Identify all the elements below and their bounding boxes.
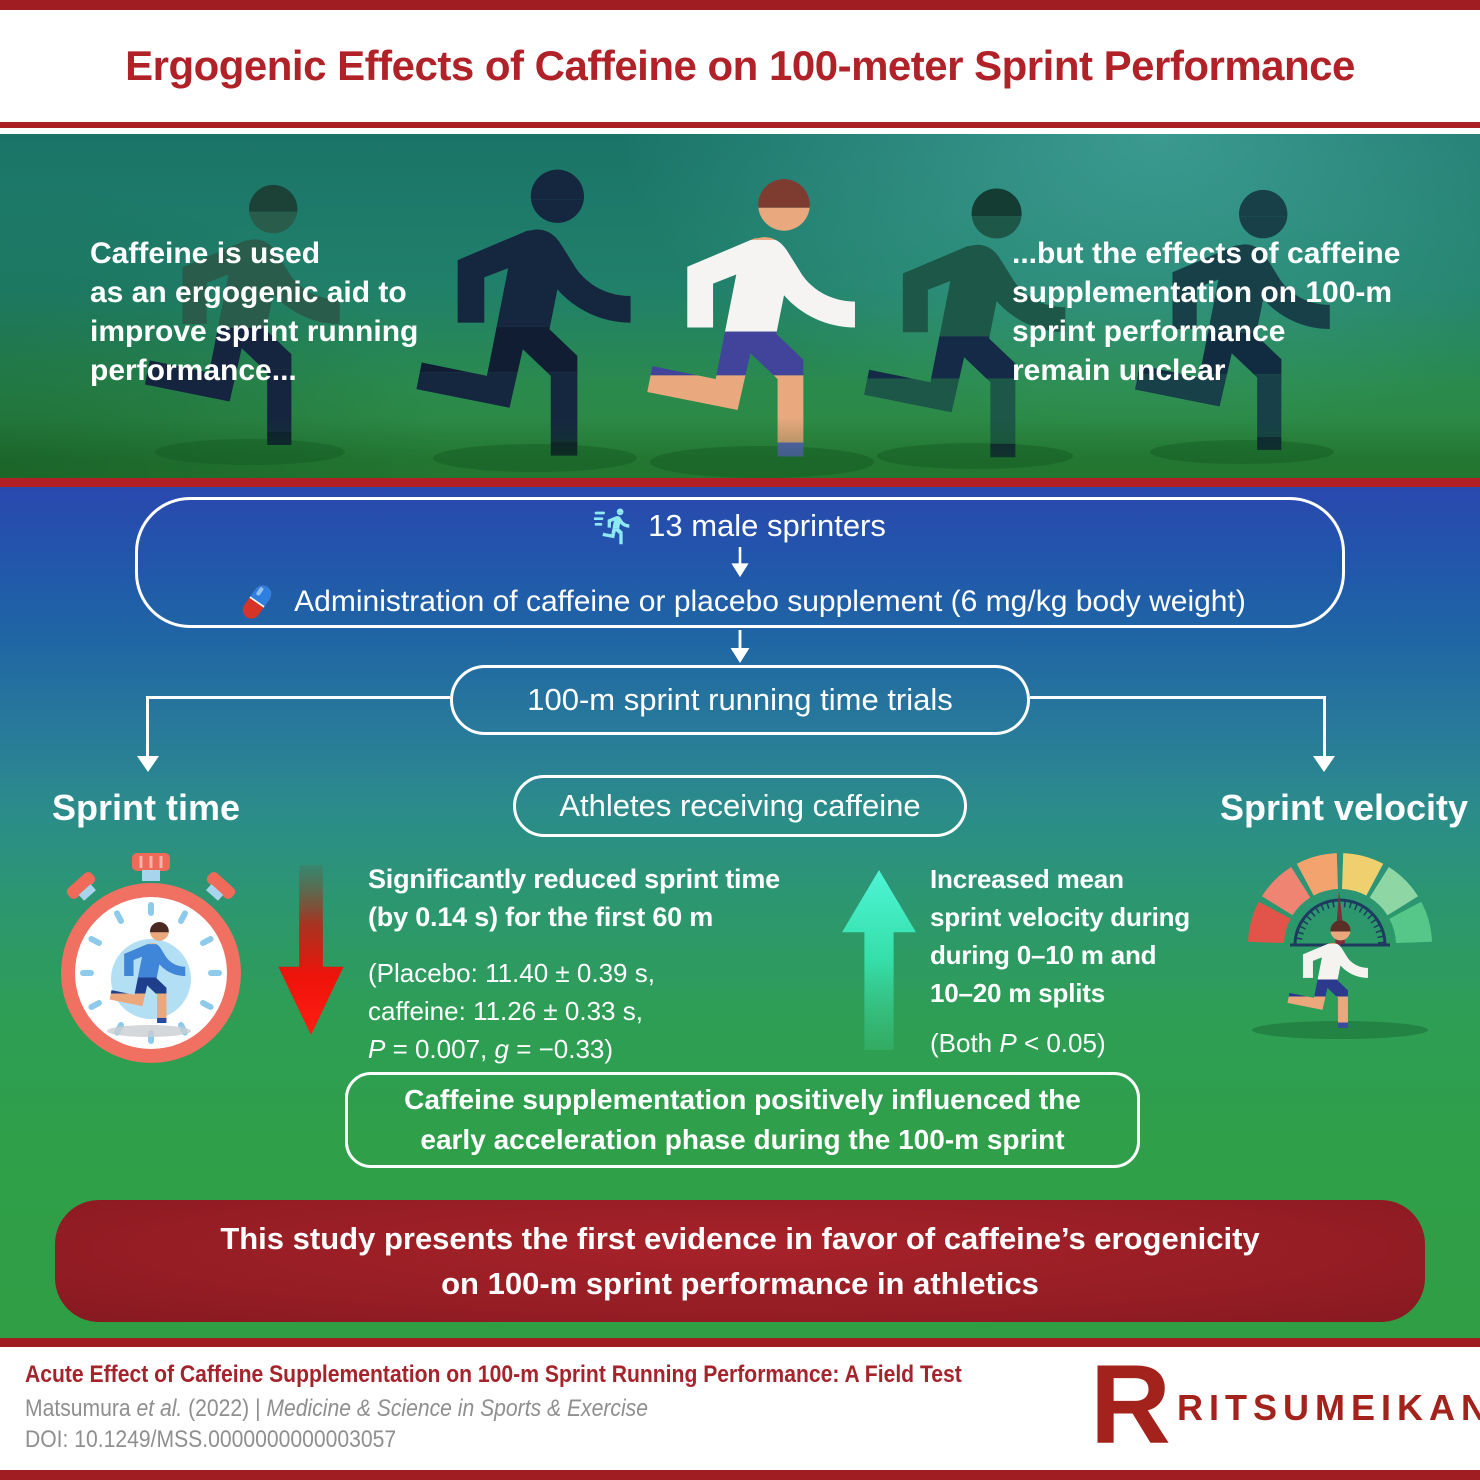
connector-right-v [1323, 696, 1326, 756]
caffeine-group-box: Athletes receiving caffeine [513, 775, 967, 837]
hero-caption-right: ...but the effects of caffeine supplemen… [1012, 234, 1400, 390]
key-finding-banner: This study presents the first evidence i… [55, 1200, 1425, 1322]
hero-section: Caffeine is used as an ergogenic aid to … [0, 134, 1480, 478]
hero-caption-left: Caffeine is used as an ergogenic aid to … [90, 234, 418, 390]
doi-text: DOI: 10.1249/MSS.0000000000003057 [25, 1426, 397, 1453]
footer-divider [0, 1338, 1480, 1347]
caption-line: supplementation on 100-m [1012, 276, 1393, 309]
result-line: during 0–10 m and [930, 940, 1157, 970]
detail-line: (Placebo: 11.40 ± 0.39 s, [368, 958, 655, 988]
runner-icon [594, 506, 638, 546]
administration-row: Administration of caffeine or placebo su… [234, 579, 1246, 625]
top-border-bar [0, 0, 1480, 10]
stopwatch-icon [61, 853, 241, 1063]
runner-silhouette-icon [416, 170, 630, 456]
result-line: Significantly reduced sprint time [368, 864, 780, 894]
ritsumeikan-logo: R RITSUMEIKAN [1085, 1342, 1480, 1467]
result-line: sprint velocity during [930, 902, 1190, 932]
speedometer-icon [1248, 853, 1432, 1039]
result-line: (by 0.14 s) for the first 60 m [368, 902, 714, 932]
main-runner-icon [647, 179, 855, 456]
connector-left-v [146, 696, 149, 756]
caption-line: sprint performance [1012, 315, 1286, 348]
down-arrow [731, 547, 749, 578]
sprint-velocity-result: Increased mean sprint velocity during du… [930, 860, 1190, 1062]
administration-label: Administration of caffeine or placebo su… [294, 585, 1246, 618]
result-line: 10–20 m splits [930, 978, 1105, 1008]
participants-label: 13 male sprinters [648, 508, 886, 543]
caption-line: as an ergogenic aid to [90, 276, 407, 309]
result-line: Increased mean [930, 864, 1124, 894]
connector-left-h [148, 696, 450, 699]
bottom-border-bar [0, 1470, 1480, 1480]
detail-line: P = 0.007, g = −0.33) [368, 1034, 614, 1064]
key-finding-line: This study presents the first evidence i… [220, 1221, 1260, 1256]
result-detail: (Both P < 0.05) [930, 1028, 1106, 1058]
paper-title: Acute Effect of Caffeine Supplementation… [25, 1361, 962, 1388]
conclusion-line: Caffeine supplementation positively infl… [404, 1084, 1081, 1115]
down-trend-arrow-icon [278, 865, 344, 1035]
key-finding-line: on 100-m sprint performance in athletics [441, 1266, 1039, 1301]
logo-wordmark: RITSUMEIKAN [1177, 1387, 1480, 1428]
participants-row: 13 male sprinters [594, 506, 886, 546]
title-band: Ergogenic Effects of Caffeine on 100-met… [0, 10, 1480, 128]
logo-letter: R [1090, 1342, 1171, 1467]
sprint-time-heading: Sprint time [52, 787, 241, 828]
caption-line: Caffeine is used [90, 237, 321, 270]
ground-shade [0, 418, 1480, 478]
conclusion-line: early acceleration phase during the 100-… [420, 1124, 1065, 1155]
sprint-time-result: Significantly reduced sprint time (by 0.… [368, 860, 780, 1068]
caption-line: improve sprint running [90, 315, 419, 348]
connector-left-arrowhead [137, 756, 159, 772]
pill-icon [242, 585, 272, 619]
study-flow-section: 13 male sprinters Administration of caff… [0, 487, 1480, 1338]
footer: Acute Effect of Caffeine Supplementation… [0, 1347, 1480, 1470]
connector-right-arrowhead [1313, 756, 1335, 772]
runner-shadows [155, 439, 1334, 478]
detail-line: caffeine: 11.26 ± 0.33 s, [368, 996, 643, 1026]
study-design-box: 13 male sprinters Administration of caff… [135, 497, 1345, 628]
caption-line: remain unclear [1012, 354, 1226, 387]
time-trials-box: 100-m sprint running time trials [450, 665, 1030, 735]
runners-illustration [0, 134, 1334, 478]
caption-line: ...but the effects of caffeine [1012, 237, 1401, 270]
caption-line: performance... [90, 354, 297, 387]
section-divider [0, 478, 1480, 487]
caffeine-group-label: Athletes receiving caffeine [559, 788, 921, 823]
connector-right-h [1030, 696, 1326, 699]
conclusion-box: Caffeine supplementation positively infl… [345, 1072, 1140, 1168]
page-title: Ergogenic Effects of Caffeine on 100-met… [125, 42, 1355, 89]
result-detail: (Placebo: 11.40 ± 0.39 s, caffeine: 11.2… [368, 954, 780, 1068]
sprint-velocity-heading: Sprint velocity [1219, 787, 1468, 828]
up-trend-arrow-icon [842, 870, 916, 1050]
time-trials-label: 100-m sprint running time trials [527, 682, 953, 717]
citation: Matsumura et al. (2022) | Medicine & Sci… [25, 1395, 648, 1422]
down-arrow [730, 630, 750, 664]
